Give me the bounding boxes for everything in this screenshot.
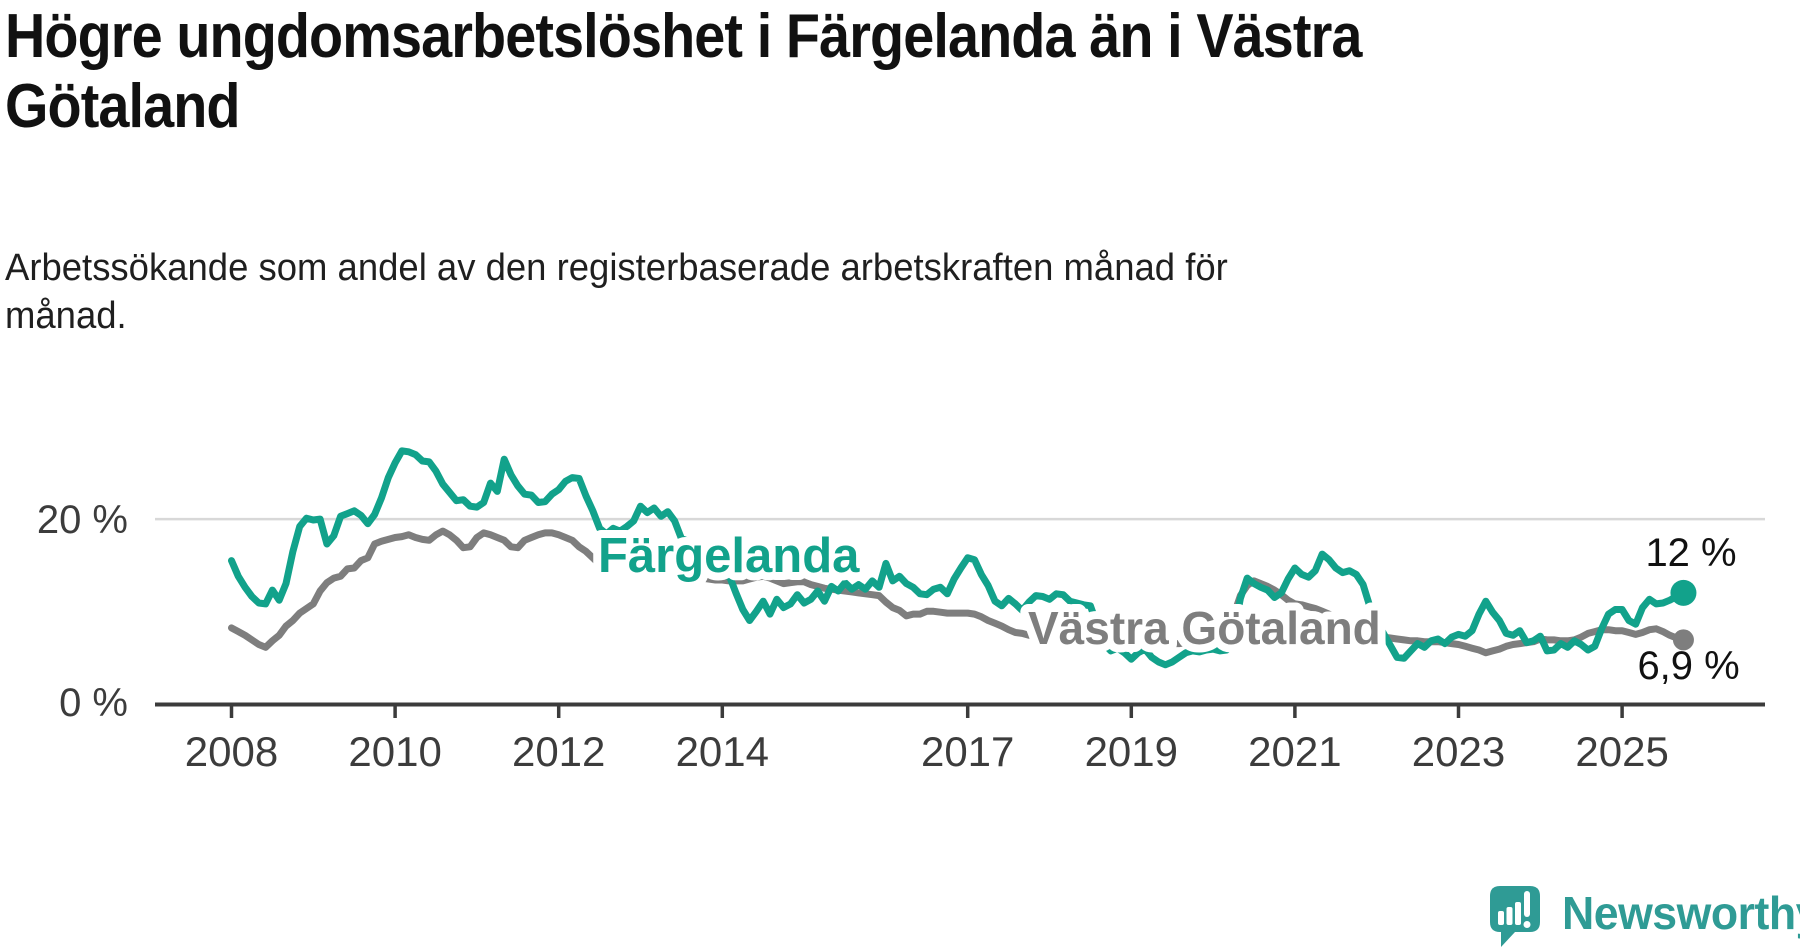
x-axis-label-2023: 2023 [1412, 728, 1505, 775]
logo-bar-1 [1498, 911, 1504, 925]
x-axis-label-2014: 2014 [676, 728, 769, 775]
x-axis-label-2010: 2010 [348, 728, 441, 775]
end-value-label-vastra-gotaland: 6,9 % [1637, 644, 1739, 688]
x-axis-label-2008: 2008 [185, 728, 278, 775]
end-value-label-fargelanda: 12 % [1645, 531, 1736, 575]
chart-title: Högre ungdomsarbetslöshet i Färgelanda ä… [5, 2, 1362, 142]
logo-bar-3 [1515, 902, 1521, 925]
series-label-fargelanda: Färgelanda [598, 529, 860, 583]
x-axis-label-2021: 2021 [1248, 728, 1341, 775]
x-axis-label-2017: 2017 [921, 728, 1014, 775]
chart-subtitle-line1: Arbetssökande som andel av den registerb… [5, 247, 1228, 289]
end-dot-fargelanda [1670, 579, 1697, 606]
x-axis-label-2012: 2012 [512, 728, 605, 775]
series-label-vastra-gotaland: Västra Götaland [1028, 602, 1381, 654]
chart-subtitle-line2: månad. [5, 295, 127, 337]
newsworthy-logo-icon [1490, 886, 1540, 947]
end-dot-vastra-gotaland [1672, 629, 1694, 651]
series-line-fargelanda [228, 447, 1687, 669]
y-axis-label-0: 0 % [59, 681, 128, 725]
newsworthy-logo: Newsworthy [1484, 880, 1800, 948]
logo-exclamation-dot [1523, 921, 1531, 928]
y-axis-label-20: 20 % [37, 498, 128, 542]
chart-title-line1: Högre ungdomsarbetslöshet i Färgelanda ä… [5, 2, 1362, 71]
logo-bar-2 [1506, 907, 1513, 925]
newsworthy-logo-text: Newsworthy [1562, 887, 1800, 939]
chart-title-line2: Götaland [5, 72, 241, 141]
logo-exclamation-bar [1524, 891, 1530, 917]
x-axis-label-2025: 2025 [1575, 728, 1668, 775]
x-axis-label-2019: 2019 [1085, 728, 1178, 775]
chart-subtitle: Arbetssökande som andel av den registerb… [5, 244, 1228, 340]
